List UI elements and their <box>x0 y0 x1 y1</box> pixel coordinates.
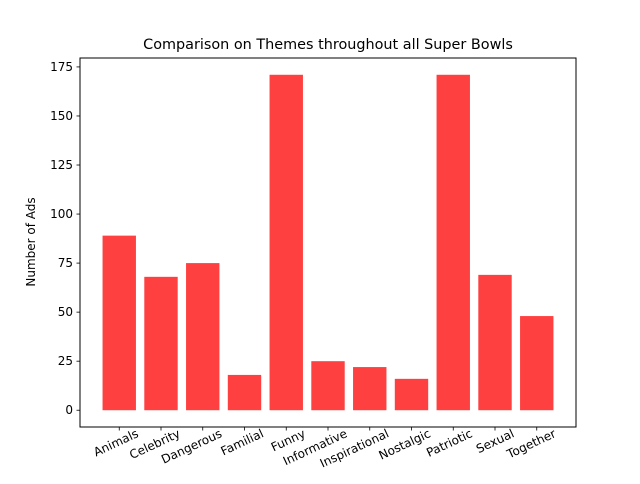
y-tick-label: 100 <box>50 207 73 221</box>
chart-title: Comparison on Themes throughout all Supe… <box>143 37 513 53</box>
y-tick-label: 175 <box>50 60 73 74</box>
x-tick-label-familial: Familial <box>219 426 266 458</box>
bar-familial <box>227 374 262 411</box>
y-tick-label: 0 <box>65 403 73 417</box>
bar-celebrity <box>144 276 178 411</box>
bar-inspirational <box>353 367 387 411</box>
y-tick-label: 25 <box>58 354 73 368</box>
y-tick-label: 75 <box>58 256 73 270</box>
bars-layer <box>102 74 554 411</box>
bar-animals <box>102 235 136 411</box>
y-axis: 0 25 50 75 100 125 150 175 <box>50 60 80 417</box>
y-tick-label: 125 <box>50 158 73 172</box>
bar-funny <box>269 74 303 411</box>
y-axis-label: Number of Ads <box>24 197 38 286</box>
bar-informative <box>311 361 345 411</box>
y-tick-label: 50 <box>58 305 73 319</box>
y-tick-label: 150 <box>50 109 73 123</box>
bar-dangerous <box>186 263 220 411</box>
x-tick-label-patriotic: Patriotic <box>424 426 474 459</box>
bar-sexual <box>478 274 512 411</box>
plot-frame <box>79 57 577 428</box>
bar-nostalgic <box>394 378 429 411</box>
bar-together <box>520 316 554 411</box>
bar-patriotic <box>436 74 470 411</box>
